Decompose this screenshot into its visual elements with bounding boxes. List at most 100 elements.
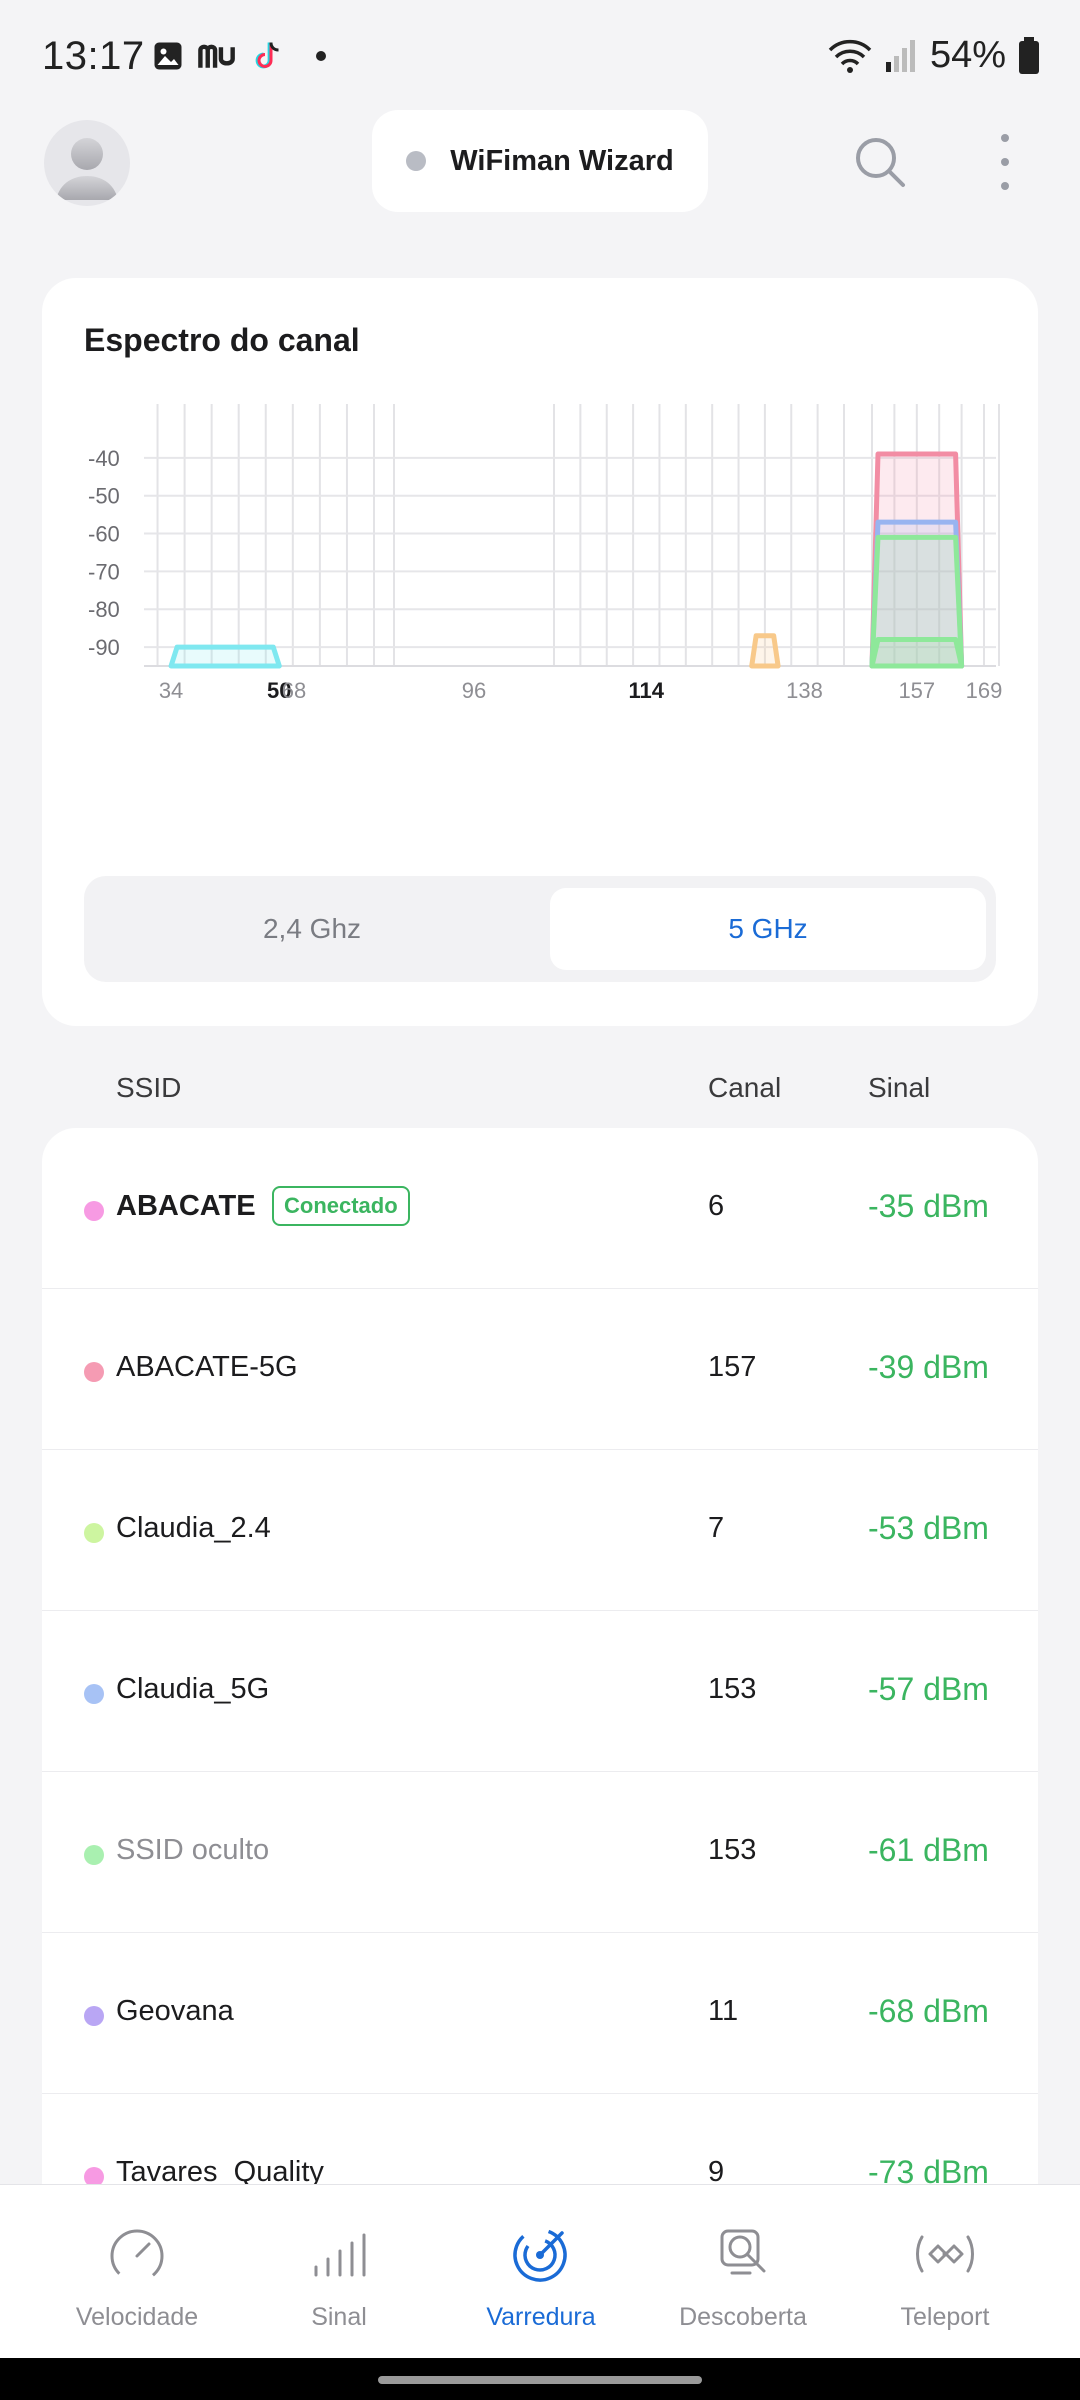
column-signal: Sinal <box>868 1072 931 1103</box>
network-signal: -57 dBm <box>868 1671 989 1707</box>
nav-velocidade[interactable]: Velocidade <box>37 2185 237 2359</box>
battery-percent: 54% <box>929 34 1006 76</box>
teleport-icon <box>916 2235 974 2273</box>
network-row[interactable]: ABACATE Conectado 6 -35 dBm <box>42 1128 1038 1289</box>
wizard-status-dot <box>406 151 427 171</box>
gallery-icon <box>154 42 182 70</box>
network-channel: 9 <box>708 2156 725 2188</box>
network-row[interactable]: Tavares_Quality 9 -73 dBm <box>42 2094 1038 2188</box>
channel-signal-band <box>749 633 781 669</box>
signal-bars-icon <box>314 2233 366 2277</box>
x-tick-label: 169 <box>966 678 1003 703</box>
nav-varredura[interactable]: Varredura <box>441 2185 641 2359</box>
x-tick-label: 50 <box>267 678 291 703</box>
network-color-dot <box>84 1845 104 1865</box>
network-row[interactable]: SSID oculto 153 -61 dBm <box>42 1772 1038 1933</box>
nav-label: Teleport <box>900 2303 990 2331</box>
y-tick-label: -90 <box>88 635 120 660</box>
network-color-dot <box>84 2006 104 2026</box>
wifi-icon <box>828 39 872 73</box>
connected-badge: Conectado <box>272 1186 410 1226</box>
network-channel: 6 <box>708 1190 725 1222</box>
signal-icon <box>885 39 915 72</box>
y-tick-label: -60 <box>88 522 120 547</box>
speedometer-icon <box>110 2229 164 2283</box>
wizard-label: WiFiman Wizard <box>450 144 674 177</box>
network-channel: 11 <box>708 1995 739 2027</box>
network-ssid: Tavares_Quality <box>116 2156 324 2188</box>
status-time: 13:17 <box>42 34 145 78</box>
wifiman-wizard-button[interactable]: WiFiman Wizard <box>372 110 708 212</box>
nu-icon <box>198 44 235 68</box>
x-tick-label: 138 <box>786 678 823 703</box>
battery-icon <box>1019 36 1039 74</box>
radar-icon <box>513 2228 567 2282</box>
network-color-dot <box>84 1523 104 1543</box>
nav-teleport[interactable]: Teleport <box>845 2185 1045 2359</box>
y-tick-label: -80 <box>88 597 120 622</box>
nav-label: Descoberta <box>679 2303 807 2331</box>
tiktok-icon <box>255 42 279 69</box>
network-signal: -53 dBm <box>868 1510 989 1546</box>
network-row[interactable]: ABACATE-5G 157 -39 dBm <box>42 1289 1038 1450</box>
network-signal: -68 dBm <box>868 1993 989 2029</box>
y-tick-label: -40 <box>88 446 120 471</box>
more-notifications-dot <box>316 51 326 61</box>
network-ssid: Claudia_5G <box>116 1673 270 1705</box>
discovery-icon <box>720 2229 766 2275</box>
channel-signal-band <box>869 637 965 669</box>
network-row[interactable]: Claudia_2.4 7 -53 dBm <box>42 1450 1038 1611</box>
column-ssid: SSID <box>116 1072 182 1103</box>
x-tick-label: 96 <box>462 678 486 703</box>
network-ssid: ABACATE-5G <box>116 1351 298 1383</box>
tab-2-4ghz[interactable]: 2,4 Ghz <box>262 913 362 944</box>
x-tick-label: 34 <box>159 678 183 703</box>
avatar[interactable] <box>44 120 130 206</box>
nav-label: Velocidade <box>75 2303 199 2331</box>
tab-5ghz[interactable]: 5 GHz <box>550 888 986 970</box>
search-icon[interactable] <box>852 134 908 190</box>
notification-icons <box>150 38 326 74</box>
channel-spectrum-card: Espectro do canal -40 -50 -60 -70 -80 -90 34 50… <box>42 278 1038 1026</box>
x-tick-label: 157 <box>898 678 935 703</box>
card-title: Espectro do canal <box>84 322 360 358</box>
network-color-dot <box>84 1201 104 1221</box>
network-channel: 157 <box>708 1351 757 1383</box>
gesture-bar <box>0 2358 1080 2400</box>
network-ssid: Claudia_2.4 <box>116 1512 271 1544</box>
network-signal: -73 dBm <box>868 2154 989 2188</box>
network-channel: 7 <box>708 1512 725 1544</box>
network-channel: 153 <box>708 1834 757 1866</box>
user-avatar-icon <box>56 138 118 200</box>
network-list: ABACATE Conectado 6 -35 dBm ABACATE-5G 1… <box>42 1128 1038 2188</box>
bottom-navigation: Velocidade Sinal Varredura Descoberta Te… <box>0 2184 1080 2358</box>
network-ssid: ABACATE <box>116 1190 256 1222</box>
more-vertical-icon[interactable] <box>990 134 1020 190</box>
network-channel: 153 <box>708 1673 757 1705</box>
network-ssid: SSID oculto <box>116 1834 270 1866</box>
nav-label: Sinal <box>311 2303 367 2331</box>
channel-signal-band <box>168 644 282 669</box>
network-color-dot <box>84 1684 104 1704</box>
network-row[interactable]: Claudia_5G 153 -57 dBm <box>42 1611 1038 1772</box>
network-color-dot <box>84 1362 104 1382</box>
band-selector: 2,4 Ghz 5 GHz <box>84 876 996 982</box>
network-signal: -35 dBm <box>868 1188 989 1224</box>
nav-label: Varredura <box>486 2303 596 2331</box>
network-color-dot <box>84 2167 104 2187</box>
nav-descoberta[interactable]: Descoberta <box>643 2185 843 2359</box>
nav-sinal[interactable]: Sinal <box>239 2185 439 2359</box>
x-tick-label: 114 <box>629 678 665 703</box>
y-tick-label: -50 <box>88 484 120 509</box>
network-signal: -39 dBm <box>868 1349 989 1385</box>
network-row[interactable]: Geovana 11 -68 dBm <box>42 1933 1038 2094</box>
system-status: 54% <box>828 34 1040 77</box>
network-signal: -61 dBm <box>868 1832 989 1868</box>
x-tick-label: 68 <box>282 678 306 703</box>
column-channel: Canal <box>708 1072 782 1103</box>
status-bar: 13:17 54% <box>0 0 1080 120</box>
network-ssid: Geovana <box>116 1995 234 2027</box>
y-tick-label: -70 <box>88 559 120 584</box>
home-indicator[interactable] <box>378 2376 702 2384</box>
